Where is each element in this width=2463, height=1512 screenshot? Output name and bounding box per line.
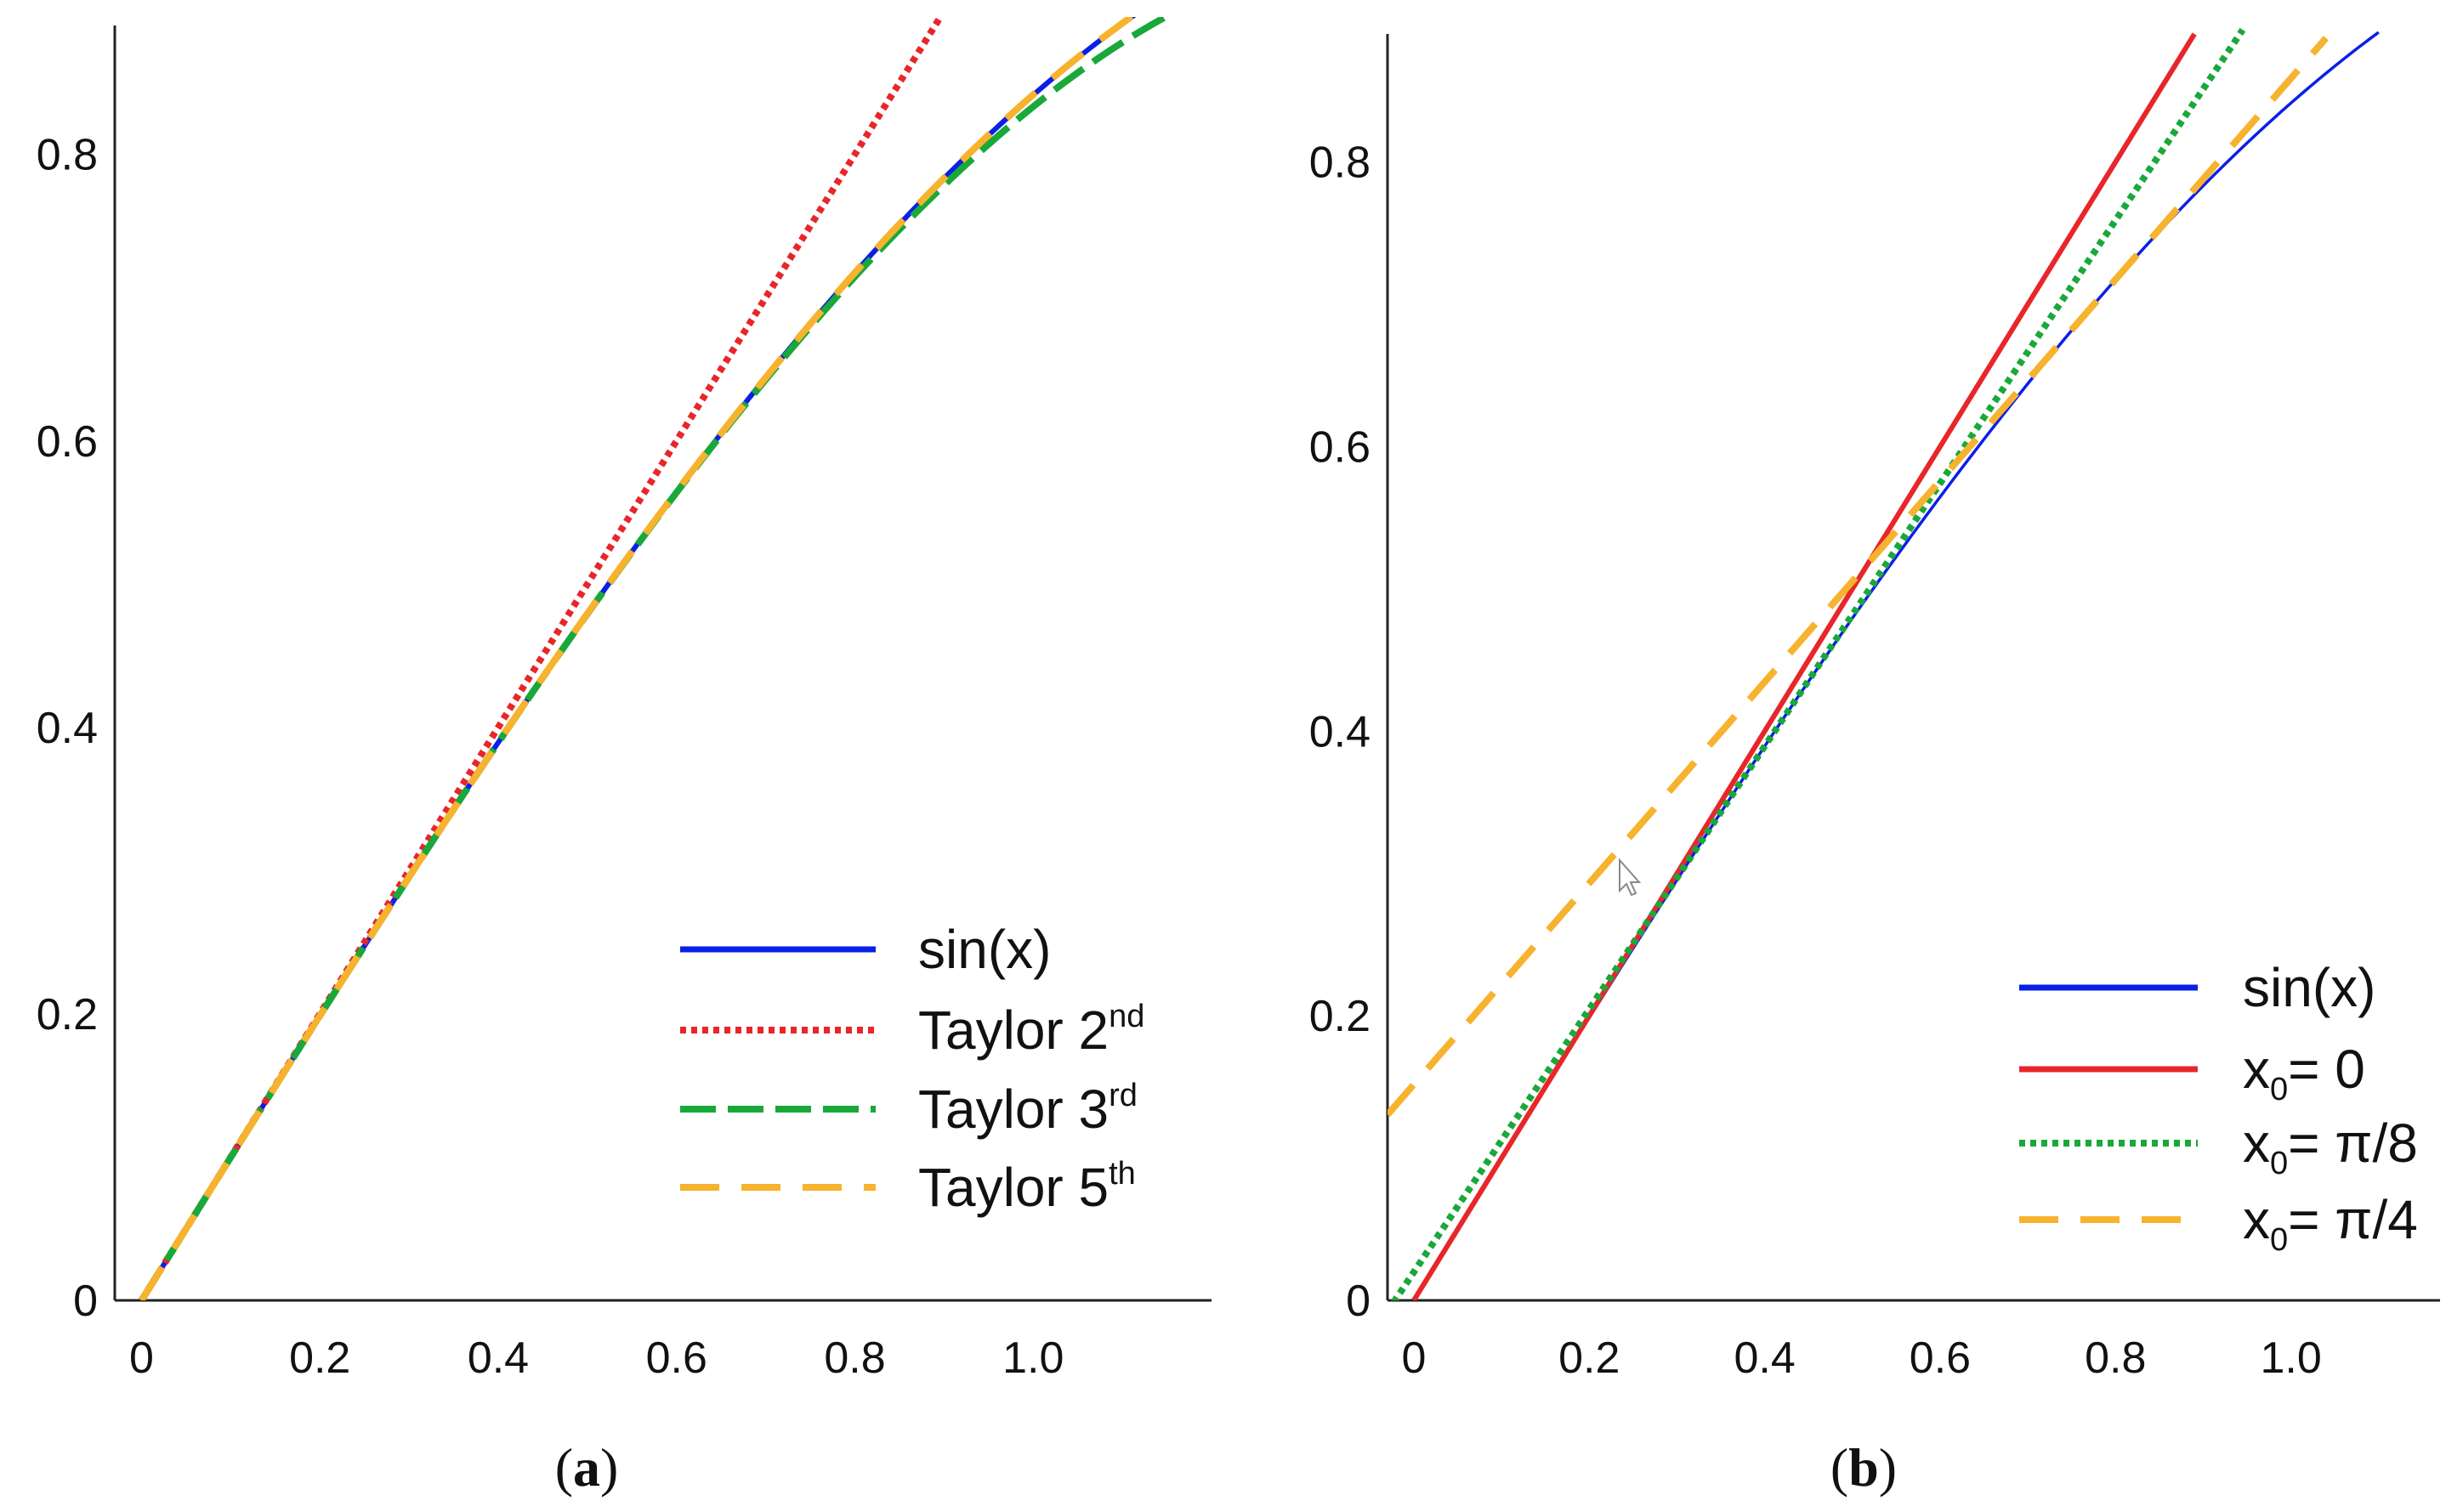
- y-tick-label: 0.4: [37, 704, 98, 753]
- legend-label: x0= 0: [2243, 1039, 2365, 1107]
- y-tick-label: 0.8: [1309, 139, 1371, 188]
- caption-b: (b): [1830, 1437, 1897, 1498]
- y-tick-label: 0.2: [37, 990, 98, 1039]
- legend-label: Taylor 2nd: [918, 999, 1144, 1061]
- x-tick-label: 0.8: [824, 1334, 885, 1383]
- legend: sin(x) Taylor 2nd Taylor 3rd Taylor 5th: [680, 919, 1144, 1218]
- series-line-x0-4: [1388, 36, 2329, 1118]
- y-tick-label: 0.4: [1309, 707, 1371, 756]
- x-tick-label: 0.6: [646, 1334, 707, 1383]
- legend-label: Taylor 5th: [918, 1156, 1136, 1218]
- panel-b-chart: 0 0.2 0.4 0.6 0.8 1.0 0 0.2 0.4 0.6 0.8 sin(x) x0= 0…: [1309, 27, 2440, 1383]
- x-tick-label: 0: [1401, 1334, 1426, 1383]
- mouse-cursor-icon: [1619, 858, 1642, 897]
- x-tick-label: 0.2: [1558, 1334, 1620, 1383]
- legend-label: x0= π/4: [2243, 1189, 2418, 1258]
- x-tick-label: 0.2: [289, 1334, 350, 1383]
- series-line-x0-8: [1390, 27, 2246, 1300]
- legend-label: sin(x): [2243, 957, 2375, 1018]
- series-line-sin-x: [1412, 31, 2380, 1300]
- series-line-taylor-5th: [139, 17, 1138, 1300]
- legend-label: Taylor 3rd: [918, 1078, 1138, 1140]
- x-tick-label: 1.0: [1002, 1334, 1064, 1383]
- x-tick-label: 0.6: [1910, 1334, 1971, 1383]
- legend-label: x0= π/8: [2243, 1113, 2418, 1181]
- x-tick-label: 1.0: [2260, 1334, 2321, 1383]
- panel-a-chart: 0 0.2 0.4 0.6 0.8 1.0 0 0.2 0.4 0.6 0.8 sin(x) Taylo…: [37, 17, 1212, 1383]
- y-tick-label: 0.2: [1309, 992, 1371, 1041]
- y-tick-label: 0.6: [37, 417, 98, 467]
- caption-a: (a): [555, 1437, 619, 1498]
- y-tick-label: 0: [73, 1277, 98, 1326]
- x-tick-label: 0.8: [2085, 1334, 2146, 1383]
- x-tick-label: 0.4: [1734, 1334, 1795, 1383]
- x-tick-label: 0.4: [468, 1334, 529, 1383]
- legend: sin(x) x0= 0x0= π/8 x0= π/4: [2019, 957, 2418, 1258]
- x-tick-label: 0: [129, 1334, 154, 1383]
- legend-label: sin(x): [918, 919, 1051, 980]
- y-tick-label: 0: [1346, 1277, 1371, 1326]
- series-line-x0-0: [1411, 32, 2197, 1300]
- y-tick-label: 0.8: [37, 131, 98, 180]
- y-tick-label: 0.6: [1309, 423, 1371, 473]
